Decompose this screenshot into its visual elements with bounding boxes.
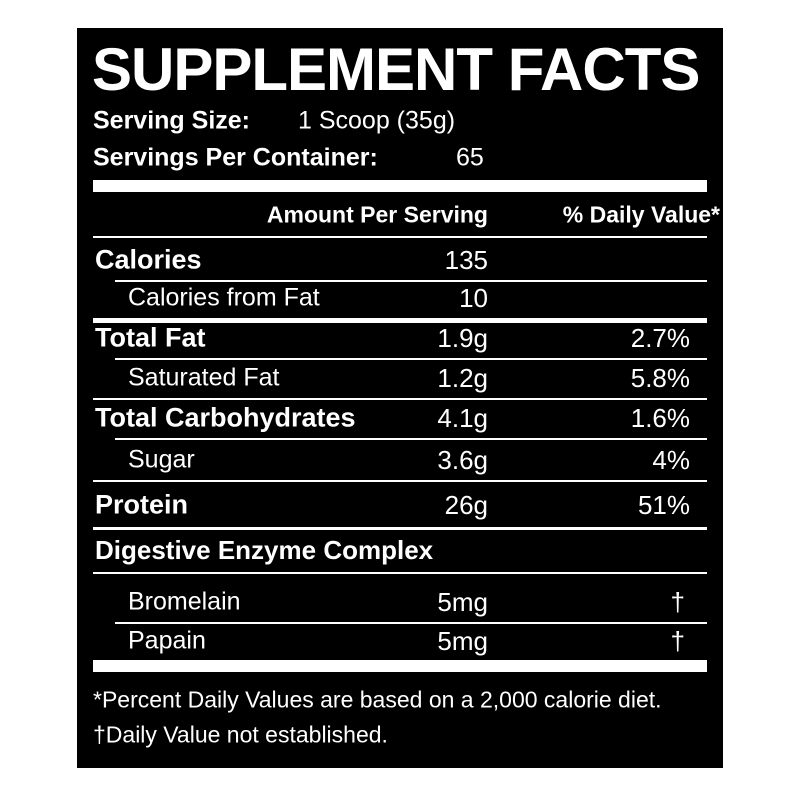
daily-value: 1.6% xyxy=(630,403,690,433)
rule xyxy=(115,280,707,282)
nutrient-name: Total Carbohydrates xyxy=(95,402,356,433)
daily-value: 2.7% xyxy=(630,323,690,353)
rule xyxy=(115,622,707,624)
daily-value: † xyxy=(670,626,685,656)
amount: 26g xyxy=(444,490,488,520)
thick-rule xyxy=(93,180,707,192)
daily-value: 4% xyxy=(652,445,690,475)
title: SUPPLEMENT FACTS xyxy=(92,36,700,103)
nutrient-name: Calories xyxy=(95,244,202,275)
serving-size: 1 Scoop (35g) xyxy=(298,106,456,135)
rule xyxy=(93,572,707,574)
amount-header: Amount Per Serving xyxy=(266,201,488,228)
amount: 5mg xyxy=(437,587,488,617)
rule xyxy=(93,527,707,530)
daily-value: 5.8% xyxy=(630,363,690,393)
nutrient-name: Calories from Fat xyxy=(128,283,320,312)
rule xyxy=(93,398,707,400)
nutrient-name: Total Fat xyxy=(95,322,206,353)
footnote: *Percent Daily Values are based on a 2,0… xyxy=(93,686,662,713)
dv-header: % Daily Value* xyxy=(562,201,720,228)
amount: 10 xyxy=(459,283,488,313)
thick-rule xyxy=(93,660,707,672)
servings: 65 xyxy=(456,143,484,172)
footnote: †Daily Value not established. xyxy=(93,721,388,748)
nutrient-name: Sugar xyxy=(128,445,195,474)
amount: 4.1g xyxy=(437,403,488,433)
nutrient-name: Papain xyxy=(128,626,206,655)
rule xyxy=(93,236,707,238)
amount: 3.6g xyxy=(437,445,488,475)
section-title: Digestive Enzyme Complex xyxy=(95,535,434,565)
amount: 5mg xyxy=(437,626,488,656)
nutrient-name: Protein xyxy=(95,489,189,520)
nutrient-name: Saturated Fat xyxy=(128,363,280,392)
daily-value: 51% xyxy=(637,490,690,520)
rule xyxy=(115,358,707,360)
rule xyxy=(93,318,707,323)
serving-size-label: Serving Size: xyxy=(93,106,250,135)
amount: 1.2g xyxy=(437,363,488,393)
amount: 1.9g xyxy=(437,323,488,353)
amount: 135 xyxy=(444,245,488,275)
daily-value: † xyxy=(670,587,685,617)
servings-label: Servings Per Container: xyxy=(93,143,378,172)
rule xyxy=(115,438,707,440)
nutrient-name: Bromelain xyxy=(128,587,241,616)
rule xyxy=(93,480,707,482)
